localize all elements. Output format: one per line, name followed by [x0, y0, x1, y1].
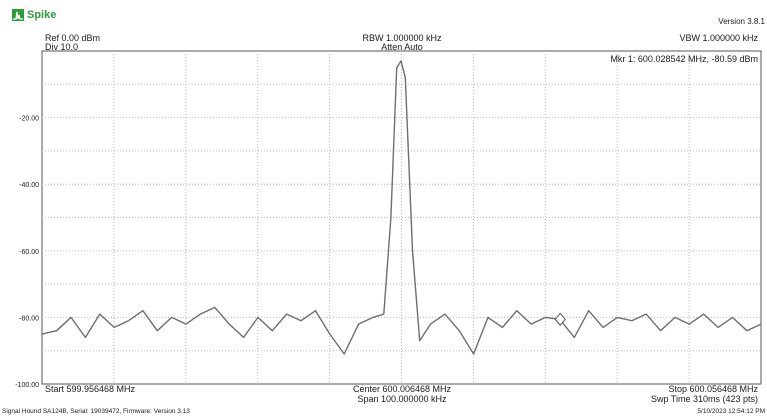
timestamp: 5/10/2023 12:54:12 PM [697, 408, 765, 415]
y-tick-label: -80.00 [19, 315, 39, 322]
app-name: Spike [27, 9, 57, 21]
marker-1-icon[interactable] [554, 312, 566, 327]
spike-logo: Spike [12, 9, 56, 21]
y-tick-label: -60.00 [19, 249, 39, 256]
center-frequency: Center 600.006468 MHz [352, 384, 452, 394]
start-frequency: Start 599.956468 MHz [45, 384, 136, 394]
stop-frequency: Stop 600.056468 MHz [668, 384, 758, 394]
vbw-label: VBW 1.000000 kHz [679, 33, 758, 43]
y-tick-label: -100.00 [15, 382, 39, 389]
version-label: Version 3.8.1 [718, 17, 765, 26]
plot-frame [41, 50, 762, 385]
atten-label: Atten Auto [381, 42, 423, 52]
y-tick-labels: -20.00 -40.00 -60.00 -80.00 -100.00 [15, 116, 39, 389]
rbw-label: RBW 1.000000 kHz [362, 33, 442, 43]
ref-level: Ref 0.00 dBm [45, 33, 101, 43]
device-info: Signal Hound SA124B, Serial: 19039472, F… [2, 408, 190, 415]
marker-readout: Mkr 1: 600.028542 MHz, -80.59 dBm [610, 54, 758, 64]
sweep-time: Swp Time 310ms (423 pts) [650, 394, 758, 404]
div-scale: Div 10.0 [45, 42, 79, 52]
trace-line [41, 60, 762, 355]
plot-grid [42, 51, 761, 384]
spike-logo-icon [12, 9, 24, 21]
span-label: Span 100.000000 kHz [357, 394, 447, 404]
y-tick-label: -20.00 [19, 116, 39, 123]
y-tick-label: -40.00 [19, 182, 39, 189]
